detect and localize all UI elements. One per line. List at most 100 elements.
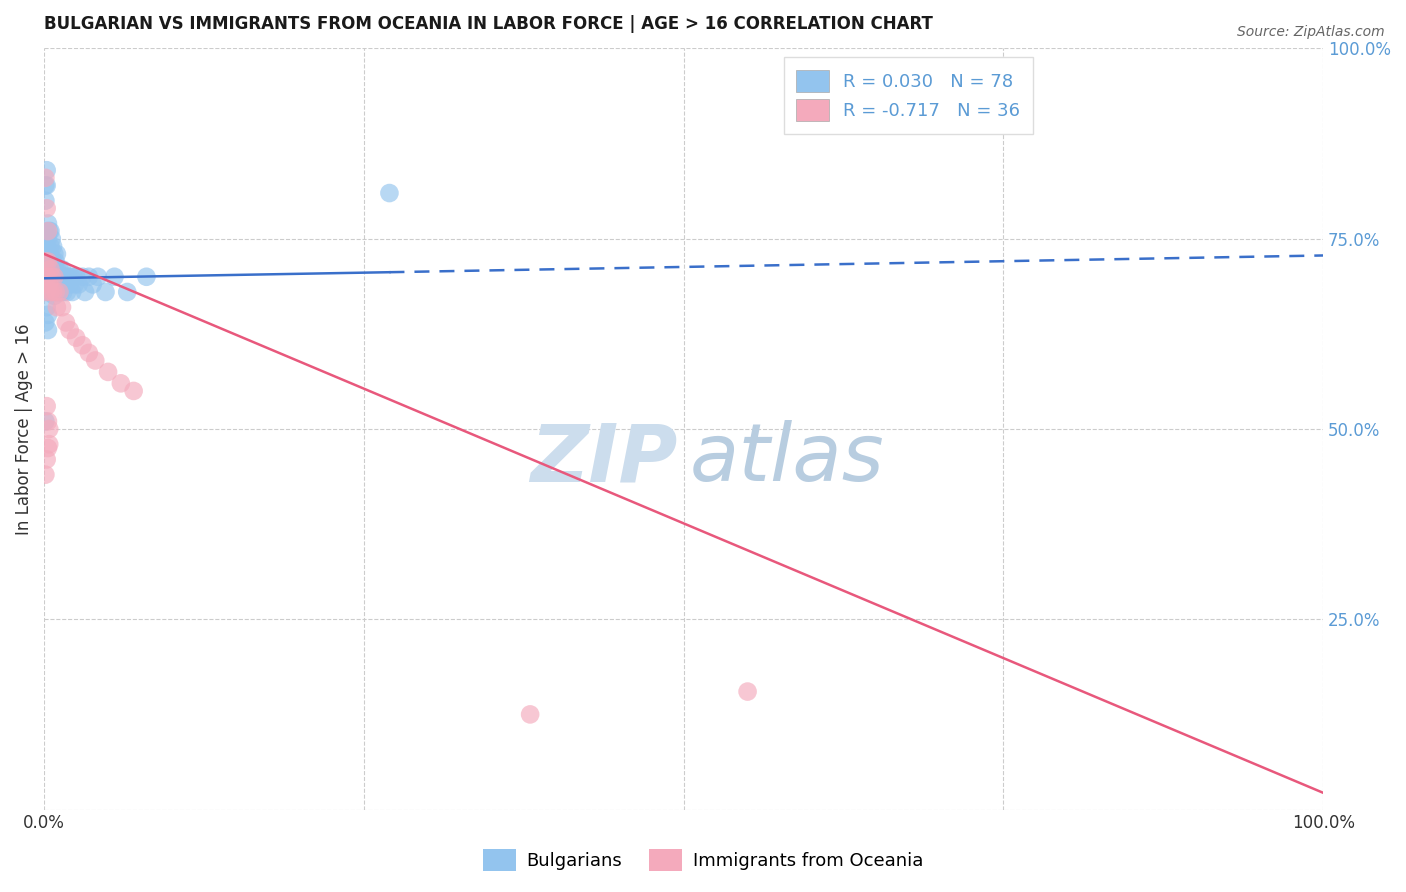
Point xyxy=(72,269,94,284)
Point xyxy=(34,315,56,329)
Point xyxy=(42,254,65,268)
Point xyxy=(42,239,65,253)
Point xyxy=(41,269,63,284)
Point xyxy=(110,376,132,391)
Point xyxy=(41,266,63,280)
Point xyxy=(37,269,59,284)
Point xyxy=(35,178,58,193)
Point xyxy=(37,254,59,268)
Point xyxy=(39,239,62,253)
Point xyxy=(38,247,60,261)
Text: atlas: atlas xyxy=(690,420,884,499)
Point xyxy=(45,262,67,277)
Point xyxy=(135,269,157,284)
Point xyxy=(45,254,67,268)
Point xyxy=(38,262,60,277)
Point xyxy=(49,269,72,284)
Point xyxy=(38,277,60,292)
Point xyxy=(122,384,145,398)
Point xyxy=(39,285,62,299)
Point xyxy=(34,467,56,482)
Text: ZIP: ZIP xyxy=(530,420,678,499)
Point xyxy=(117,285,139,299)
Point xyxy=(35,201,58,215)
Point xyxy=(38,437,60,451)
Point xyxy=(44,274,66,288)
Point xyxy=(44,247,66,261)
Point xyxy=(97,365,120,379)
Point xyxy=(42,285,65,299)
Point xyxy=(82,277,104,292)
Point xyxy=(55,315,77,329)
Point xyxy=(65,331,87,345)
Point xyxy=(39,224,62,238)
Point xyxy=(39,262,62,277)
Point xyxy=(56,285,79,299)
Point xyxy=(42,269,65,284)
Point xyxy=(45,285,67,299)
Point xyxy=(41,232,63,246)
Point xyxy=(48,262,70,277)
Point xyxy=(41,251,63,265)
Point xyxy=(73,285,96,299)
Point xyxy=(37,224,59,238)
Point xyxy=(37,269,59,284)
Point xyxy=(34,254,56,268)
Point xyxy=(37,308,59,322)
Point xyxy=(35,300,58,314)
Point xyxy=(84,353,107,368)
Point xyxy=(87,269,110,284)
Point xyxy=(65,269,87,284)
Point xyxy=(41,281,63,295)
Point xyxy=(62,269,84,284)
Point xyxy=(58,269,80,284)
Point xyxy=(37,232,59,246)
Point xyxy=(51,300,73,314)
Point xyxy=(60,285,83,299)
Point xyxy=(34,194,56,208)
Point xyxy=(48,285,70,299)
Point xyxy=(103,269,125,284)
Point xyxy=(38,422,60,436)
Point xyxy=(72,338,94,352)
Point xyxy=(51,277,73,292)
Point xyxy=(34,254,56,268)
Point xyxy=(37,285,59,299)
Point xyxy=(94,285,117,299)
Text: Source: ZipAtlas.com: Source: ZipAtlas.com xyxy=(1237,25,1385,39)
Point xyxy=(44,258,66,272)
Point xyxy=(39,269,62,284)
Point xyxy=(378,186,401,200)
Legend: Bulgarians, Immigrants from Oceania: Bulgarians, Immigrants from Oceania xyxy=(475,842,931,879)
Point xyxy=(63,277,86,292)
Point xyxy=(39,254,62,268)
Point xyxy=(35,224,58,238)
Point xyxy=(59,323,82,337)
Point xyxy=(35,452,58,467)
Point xyxy=(53,277,76,292)
Point xyxy=(39,285,62,299)
Point xyxy=(59,277,82,292)
Point xyxy=(519,707,541,722)
Point xyxy=(67,277,90,292)
Point xyxy=(45,277,67,292)
Point xyxy=(51,262,73,277)
Point xyxy=(38,277,60,292)
Point xyxy=(37,414,59,428)
Point xyxy=(48,277,70,292)
Point xyxy=(34,414,56,428)
Point xyxy=(34,178,56,193)
Point xyxy=(52,285,75,299)
Point xyxy=(35,262,58,277)
Point xyxy=(35,277,58,292)
Point xyxy=(35,163,58,178)
Point xyxy=(37,323,59,337)
Legend: R = 0.030   N = 78, R = -0.717   N = 36: R = 0.030 N = 78, R = -0.717 N = 36 xyxy=(783,57,1033,134)
Point xyxy=(45,300,67,314)
Text: BULGARIAN VS IMMIGRANTS FROM OCEANIA IN LABOR FORCE | AGE > 16 CORRELATION CHART: BULGARIAN VS IMMIGRANTS FROM OCEANIA IN … xyxy=(44,15,934,33)
Point xyxy=(52,269,75,284)
Point xyxy=(37,441,59,455)
Point xyxy=(42,285,65,299)
Y-axis label: In Labor Force | Age > 16: In Labor Force | Age > 16 xyxy=(15,323,32,534)
Point xyxy=(59,269,82,284)
